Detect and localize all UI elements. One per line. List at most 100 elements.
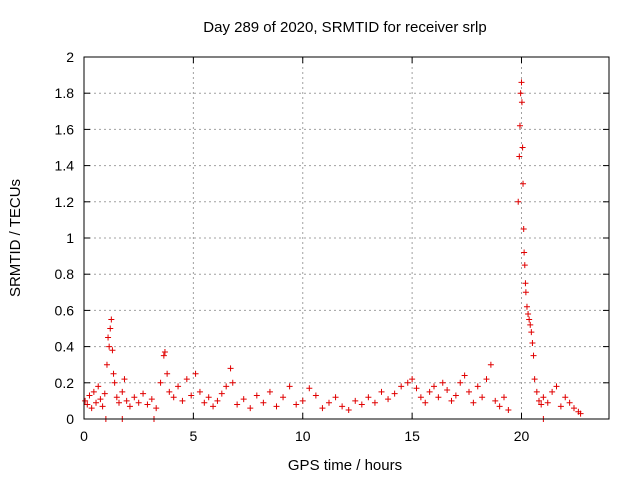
data-point xyxy=(170,394,177,401)
data-point xyxy=(109,347,116,354)
data-point xyxy=(385,396,392,403)
y-tick-label: 1.8 xyxy=(55,85,75,101)
data-point xyxy=(378,388,385,395)
data-point xyxy=(516,153,523,160)
data-point xyxy=(160,352,167,359)
data-point xyxy=(183,376,190,383)
data-point xyxy=(148,396,155,403)
y-tick-label: 0.4 xyxy=(55,339,75,355)
x-tick-label: 0 xyxy=(80,428,88,444)
data-point xyxy=(253,392,260,399)
x-tick-label: 20 xyxy=(514,428,530,444)
data-point xyxy=(501,394,507,401)
data-point xyxy=(544,399,551,406)
y-tick-label: 0.6 xyxy=(55,302,75,318)
data-point xyxy=(116,399,122,406)
data-point xyxy=(413,385,420,392)
data-point xyxy=(522,280,529,287)
data-point xyxy=(161,349,168,356)
y-tick-label: 1 xyxy=(66,230,74,246)
data-point xyxy=(286,383,293,390)
data-point xyxy=(522,289,529,296)
data-point xyxy=(90,388,97,395)
data-point xyxy=(553,383,560,390)
data-point xyxy=(119,388,126,395)
y-tick-label: 1.6 xyxy=(55,121,75,137)
data-point xyxy=(93,399,100,406)
data-point xyxy=(528,329,535,336)
data-point xyxy=(417,394,424,401)
data-point xyxy=(113,394,120,401)
data-point xyxy=(519,144,526,151)
data-point xyxy=(562,394,569,401)
data-point xyxy=(166,388,173,395)
data-point xyxy=(549,388,556,395)
data-point xyxy=(111,379,118,386)
data-point xyxy=(398,383,405,390)
y-tick-label: 2 xyxy=(66,49,74,65)
data-point xyxy=(523,303,530,310)
data-point xyxy=(529,339,536,346)
y-axis-label: SRMTID / TECUs xyxy=(7,179,24,297)
data-point xyxy=(105,334,112,341)
data-point xyxy=(293,401,300,408)
data-point xyxy=(352,397,359,404)
data-point xyxy=(299,397,306,404)
data-point xyxy=(557,403,564,410)
x-axis-label: GPS time / hours xyxy=(288,457,402,474)
data-point xyxy=(515,198,522,205)
data-point xyxy=(474,383,481,390)
data-point xyxy=(319,405,326,412)
chart-title: Day 289 of 2020, SRMTID for receiver srl… xyxy=(203,19,486,36)
data-point xyxy=(521,249,528,256)
data-point xyxy=(479,394,486,401)
data-point xyxy=(86,392,93,399)
data-point xyxy=(82,397,89,404)
data-point xyxy=(175,383,182,390)
data-point xyxy=(110,370,117,377)
data-point xyxy=(201,399,208,406)
data-point xyxy=(126,403,133,410)
data-point xyxy=(97,396,104,403)
data-point xyxy=(439,379,446,386)
data-point xyxy=(218,390,225,397)
data-point xyxy=(483,376,490,383)
data-point xyxy=(492,397,499,404)
x-tick-label: 10 xyxy=(295,428,311,444)
grid-lines xyxy=(84,57,609,419)
data-point xyxy=(306,385,313,392)
data-point xyxy=(266,388,273,395)
data-point xyxy=(487,361,494,368)
data-point xyxy=(505,406,512,413)
data-point xyxy=(140,390,147,397)
data-point xyxy=(525,311,532,318)
data-point xyxy=(88,405,95,412)
data-point xyxy=(188,392,195,399)
data-point xyxy=(452,392,459,399)
data-point xyxy=(517,90,524,97)
data-point xyxy=(530,352,537,359)
data-point xyxy=(345,406,352,413)
data-point xyxy=(157,379,164,386)
data-point xyxy=(391,390,398,397)
y-tick-label: 1.2 xyxy=(55,194,75,210)
data-point xyxy=(358,401,365,408)
data-point xyxy=(444,387,451,394)
data-point xyxy=(273,403,280,410)
data-point xyxy=(516,122,523,129)
data-point xyxy=(461,372,468,379)
data-point xyxy=(470,399,477,406)
data-point xyxy=(531,376,538,383)
data-point xyxy=(247,405,254,412)
x-tick-label: 15 xyxy=(404,428,420,444)
data-point xyxy=(527,321,534,328)
data-point xyxy=(409,376,416,383)
data-point xyxy=(179,397,186,404)
data-point xyxy=(153,405,160,412)
data-point xyxy=(520,180,527,187)
data-point xyxy=(95,383,102,390)
data-point xyxy=(566,399,573,406)
data-point xyxy=(533,388,540,395)
data-point xyxy=(108,316,115,323)
data-point xyxy=(521,262,528,269)
